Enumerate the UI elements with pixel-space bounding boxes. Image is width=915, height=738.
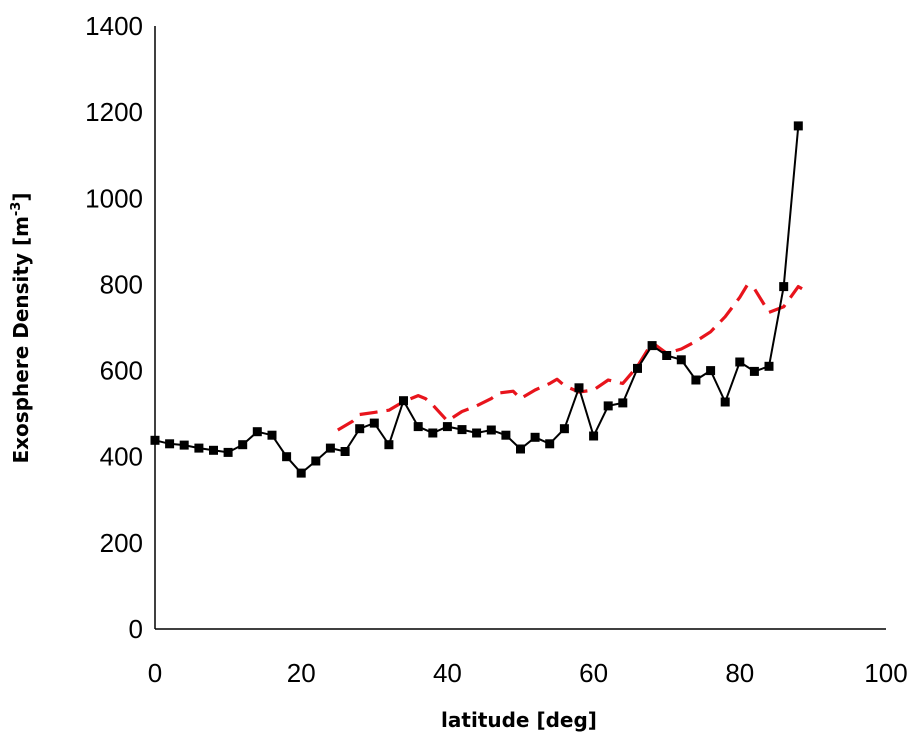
- data-point-marker: [428, 428, 438, 438]
- y-axis-title-suffix: ]: [9, 192, 33, 201]
- data-point-marker: [267, 430, 277, 440]
- data-point-marker: [150, 435, 160, 445]
- data-point-marker: [676, 355, 686, 365]
- data-point-marker: [618, 398, 628, 408]
- y-tick-label: 800: [100, 269, 143, 299]
- x-axis-title: latitude [deg]: [441, 708, 597, 732]
- data-point-marker: [779, 282, 789, 292]
- data-point-marker: [486, 425, 496, 435]
- data-point-marker: [238, 440, 248, 450]
- y-tick-labels: 0 200 400 600 800 1000 1200 1400: [85, 11, 143, 644]
- x-tick-label: 0: [148, 658, 162, 688]
- y-tick-label: 1400: [85, 11, 143, 41]
- data-point-marker: [340, 447, 350, 456]
- data-point-marker: [355, 424, 365, 434]
- data-point-marker: [501, 430, 511, 440]
- data-point-marker: [633, 363, 642, 373]
- data-point-marker: [413, 422, 423, 432]
- data-point-marker: [311, 456, 321, 466]
- data-point-marker: [472, 428, 482, 438]
- data-point-marker: [252, 427, 262, 437]
- data-point-marker: [793, 121, 803, 131]
- x-tick-label: 60: [579, 658, 608, 688]
- data-point-marker: [442, 422, 452, 432]
- x-tick-label: 80: [725, 658, 754, 688]
- data-point-marker: [179, 440, 189, 450]
- data-point-marker: [574, 383, 584, 393]
- data-point-marker: [545, 439, 555, 449]
- data-point-marker: [706, 366, 716, 376]
- data-point-marker: [296, 468, 306, 478]
- data-point-marker: [530, 432, 540, 442]
- data-point-marker: [282, 452, 292, 462]
- y-axis-title-superscript: -3: [9, 202, 24, 216]
- data-point-marker: [589, 431, 599, 441]
- y-tick-label: 1200: [85, 97, 143, 127]
- x-tick-label: 20: [287, 658, 316, 688]
- y-axis-title-main: Exosphere Density [m: [9, 216, 33, 463]
- data-point-marker: [194, 443, 204, 453]
- y-tick-label: 0: [129, 614, 143, 644]
- y-tick-label: 600: [100, 356, 143, 386]
- x-tick-label: 40: [433, 658, 462, 688]
- data-point-marker: [457, 425, 467, 435]
- data-point-marker: [516, 444, 525, 454]
- data-point-marker: [662, 351, 672, 360]
- y-tick-label: 200: [100, 528, 143, 558]
- series-line-black: [154, 125, 800, 475]
- data-point-marker: [735, 357, 745, 367]
- y-tick-label: 1000: [85, 183, 143, 213]
- data-point-marker: [749, 366, 759, 376]
- x-tick-label: 100: [864, 658, 907, 688]
- y-axis-title: Exosphere Density [m-3]: [9, 192, 33, 463]
- data-point-marker: [165, 439, 175, 449]
- data-point-marker: [559, 424, 569, 434]
- data-point-marker: [325, 443, 335, 453]
- data-point-marker: [720, 397, 730, 407]
- data-point-marker: [691, 375, 701, 385]
- data-point-marker: [647, 341, 657, 351]
- series-line-dashed: [336, 283, 807, 432]
- y-tick-label: 400: [100, 442, 143, 472]
- x-tick-labels: 0 20 40 60 80 100: [148, 658, 908, 688]
- data-point-marker: [764, 361, 774, 371]
- series-black-markers: [150, 121, 803, 478]
- data-point-marker: [384, 440, 394, 450]
- data-point-marker: [369, 418, 379, 428]
- data-point-marker: [603, 401, 613, 411]
- data-point-marker: [223, 447, 233, 457]
- series-dashed-red: [336, 283, 807, 432]
- data-point-marker: [209, 445, 218, 455]
- axes: [154, 26, 886, 630]
- data-point-marker: [399, 396, 408, 406]
